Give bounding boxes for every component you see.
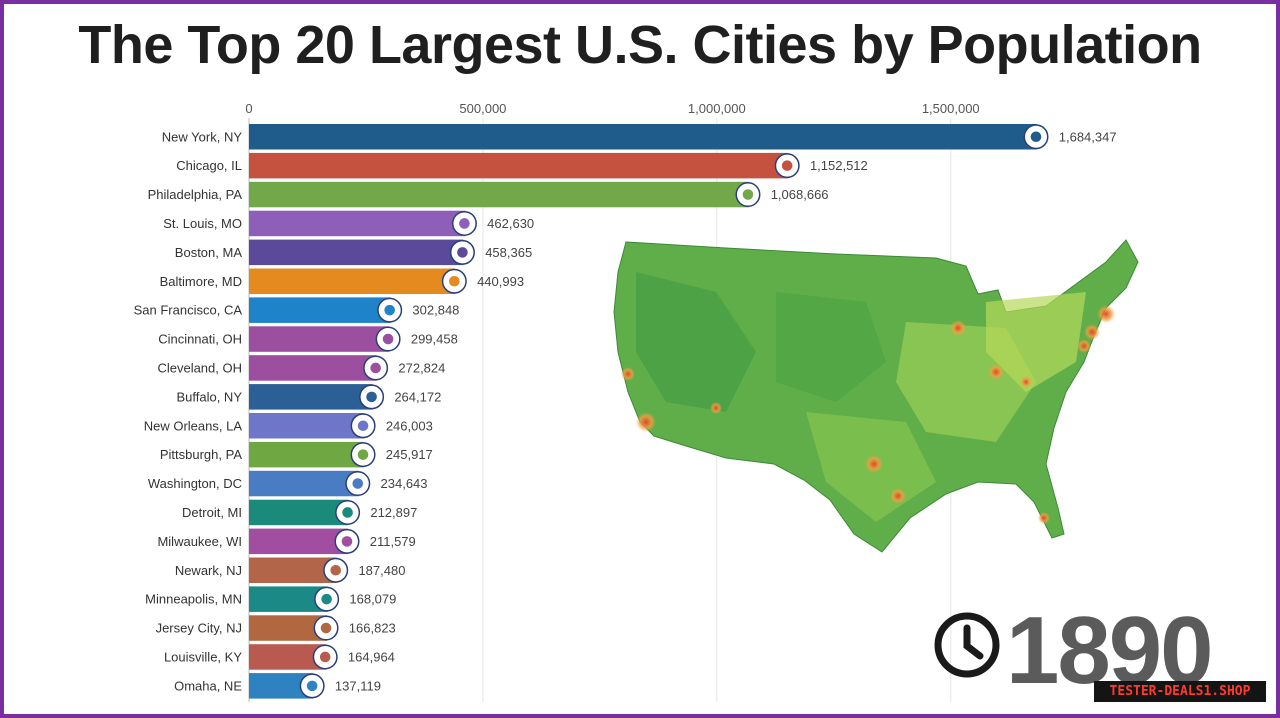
city-flag-emblem <box>366 391 377 403</box>
city-flag-emblem <box>357 449 369 460</box>
city-flag-emblem <box>384 304 395 316</box>
bar <box>249 268 456 294</box>
city-flag-emblem <box>459 218 470 229</box>
city-flag-emblem <box>330 564 341 576</box>
value-label: 245,917 <box>386 447 433 462</box>
bar <box>249 499 349 526</box>
category-label: New Orleans, LA <box>144 418 243 433</box>
value-label: 211,579 <box>370 534 416 549</box>
value-label: 1,152,512 <box>810 158 868 173</box>
category-label: Baltimore, MD <box>160 274 242 289</box>
x-tick-label: 500,000 <box>459 101 506 116</box>
category-label: Louisville, KY <box>164 649 242 664</box>
bar <box>249 326 390 352</box>
value-label: 272,824 <box>398 360 445 375</box>
value-label: 1,684,347 <box>1059 129 1117 144</box>
us-population-density-map <box>613 239 1139 553</box>
value-label: 212,897 <box>370 505 417 520</box>
city-flag-emblem <box>341 536 353 547</box>
category-label: New York, NY <box>162 129 243 144</box>
category-label: St. Louis, MO <box>163 216 242 231</box>
bar <box>249 355 377 381</box>
city-flag-emblem <box>742 189 754 200</box>
value-label: 302,848 <box>412 303 459 318</box>
category-label: Chicago, IL <box>176 158 242 173</box>
category-label: Philadelphia, PA <box>148 187 243 202</box>
city-flag-emblem <box>370 362 381 374</box>
bar <box>249 470 359 497</box>
value-label: 458,365 <box>485 245 532 260</box>
value-label: 264,172 <box>394 389 441 404</box>
bar <box>249 152 789 179</box>
category-label: Buffalo, NY <box>176 389 242 404</box>
value-label: 440,993 <box>477 274 524 289</box>
value-label: 137,119 <box>335 678 381 693</box>
category-label: Omaha, NE <box>174 678 242 693</box>
city-flag-emblem <box>320 622 332 634</box>
value-label: 166,823 <box>349 621 396 636</box>
category-label: Detroit, MI <box>182 505 242 520</box>
category-label: Jersey City, NJ <box>156 621 242 636</box>
bar <box>249 239 464 266</box>
bar <box>249 413 365 439</box>
value-label: 462,630 <box>487 216 534 231</box>
bar <box>249 441 365 468</box>
city-flag-emblem <box>382 333 394 345</box>
bar <box>249 528 348 555</box>
city-flag-emblem <box>321 593 332 605</box>
watermark: TESTER-DEALS1.SHOP <box>1094 681 1266 702</box>
x-tick-label: 1,000,000 <box>688 101 746 116</box>
category-label: Milwaukee, WI <box>157 534 242 549</box>
category-label: Minneapolis, MN <box>145 592 242 607</box>
city-flag-emblem <box>352 478 364 489</box>
category-label: Washington, DC <box>148 476 242 491</box>
value-label: 299,458 <box>411 332 458 347</box>
city-flag-emblem <box>449 275 460 287</box>
value-label: 234,643 <box>381 476 428 491</box>
bar <box>249 181 749 208</box>
clock-icon <box>932 610 1002 685</box>
category-label: Cincinnati, OH <box>158 332 242 347</box>
category-label: Boston, MA <box>175 245 243 260</box>
bar <box>249 124 1037 150</box>
x-tick-label: 1,500,000 <box>922 101 980 116</box>
city-flag-emblem <box>306 680 318 692</box>
city-flag-emblem <box>1030 131 1042 143</box>
bar <box>249 210 466 237</box>
city-flag-emblem <box>319 651 331 663</box>
page-title: The Top 20 Largest U.S. Cities by Popula… <box>78 15 1202 75</box>
category-label: Pittsburgh, PA <box>160 447 242 462</box>
value-label: 246,003 <box>386 418 433 433</box>
city-flag-emblem <box>357 420 369 432</box>
category-label: Cleveland, OH <box>157 360 242 375</box>
city-flag-emblem <box>342 507 353 518</box>
city-flag-emblem <box>781 160 793 171</box>
x-tick-label: 0 <box>245 101 252 116</box>
value-label: 1,068,666 <box>771 187 829 202</box>
city-flag-emblem <box>457 247 468 258</box>
bar <box>249 557 337 583</box>
category-label: San Francisco, CA <box>134 303 243 318</box>
value-label: 187,480 <box>358 563 405 578</box>
value-label: 168,079 <box>349 592 396 607</box>
bar <box>249 384 373 410</box>
bar <box>249 297 391 323</box>
value-label: 164,964 <box>348 649 395 664</box>
category-label: Newark, NJ <box>175 563 242 578</box>
